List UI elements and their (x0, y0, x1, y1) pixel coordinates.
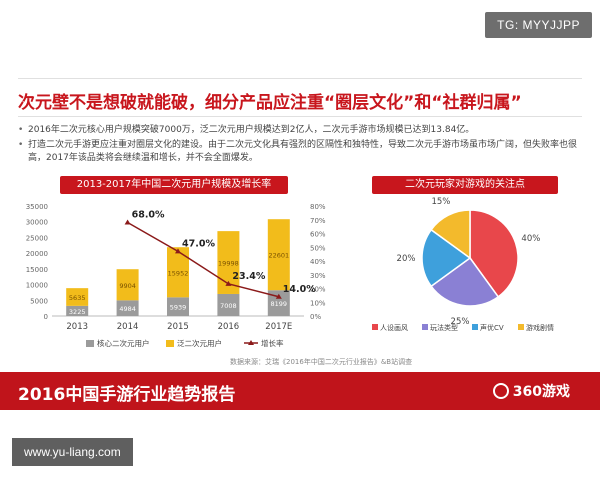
growth-marker (225, 280, 232, 286)
growth-marker (175, 248, 181, 254)
bar-pan-label: 9904 (119, 282, 136, 290)
y2-tick-label: 30% (310, 272, 326, 280)
pie-chart-title: 二次元玩家对游戏的关注点 (372, 176, 558, 194)
brand-icon (492, 383, 509, 399)
bar-core (167, 297, 189, 316)
bullet-item: 打造二次元手游更应注重对圈层文化的建设。由于二次元文化具有强烈的区隔性和独特性，… (18, 139, 584, 165)
y2-tick-label: 10% (310, 299, 326, 307)
bar-core-label: 3225 (69, 308, 86, 316)
x-tick-label: 2015 (167, 322, 189, 332)
pie-legend-label: 玩法类型 (430, 323, 458, 332)
footer-title: 2016中国手游行业趋势报告 (18, 385, 236, 405)
pie-legend-swatch (372, 324, 378, 330)
x-tick-label: 2016 (218, 322, 240, 332)
y-tick-label: 0 (44, 313, 48, 321)
pie-legend-label: 声优CV (480, 323, 504, 332)
bar-core-label: 7008 (220, 302, 237, 310)
pie-legend-swatch (472, 324, 478, 330)
pie-label: 20% (397, 254, 416, 264)
bar-core (116, 300, 139, 316)
bar-pan (116, 269, 139, 301)
y-tick-label: 10000 (26, 282, 48, 290)
title-underline (18, 116, 582, 117)
growth-marker (275, 293, 282, 299)
legend-marker-rate (248, 340, 254, 345)
title-rule (18, 78, 582, 79)
bullet-item: 2016年二次元核心用户规模突破7000万，泛二次元用户规模达到2亿人，二次元手… (18, 124, 584, 137)
legend-swatch-core (86, 340, 94, 347)
bar-pan-label: 22601 (268, 252, 289, 260)
watermark-bottom: www.yu-liang.com (12, 438, 133, 466)
y2-tick-label: 60% (310, 231, 326, 239)
pie-legend-label: 人设画风 (380, 323, 408, 332)
y2-tick-label: 80% (310, 203, 326, 211)
y-tick-label: 30000 (26, 219, 48, 227)
bar-chart-title: 2013-2017年中国二次元用户规模及增长率 (60, 176, 288, 194)
pie-label: 25% (451, 317, 470, 327)
pie-legend-swatch (422, 324, 428, 330)
y-tick-label: 20000 (26, 250, 48, 258)
pie-label: 15% (431, 197, 450, 207)
bar-core-label: 8199 (271, 300, 288, 308)
bullet-list: 2016年二次元核心用户规模突破7000万，泛二次元用户规模达到2亿人，二次元手… (18, 124, 584, 167)
bar-core (217, 293, 240, 316)
y-tick-label: 35000 (26, 203, 48, 211)
bar-core-label: 4984 (119, 305, 136, 313)
watermark-top: TG: MYYJJPP (485, 12, 592, 38)
pie-slice (430, 256, 500, 307)
bar-pan-label: 5635 (69, 294, 86, 302)
pie-slice (421, 228, 472, 288)
bar-pan-label: 19998 (218, 260, 239, 268)
slide-title: 次元壁不是想破就能破，细分产品应注重“圈层文化”和“社群归属” (18, 93, 522, 113)
growth-marker (124, 219, 131, 225)
bar-pan (167, 247, 189, 298)
pie-slice (430, 209, 471, 260)
growth-label: 14.0% (283, 284, 316, 295)
x-tick-label: 2014 (117, 322, 139, 332)
growth-label: 47.0% (182, 238, 215, 249)
y2-tick-label: 70% (310, 217, 326, 225)
bar-pan-label: 15952 (168, 269, 189, 277)
brand-logo: 360游戏 (492, 381, 570, 401)
legend-label-rate: 增长率 (261, 338, 284, 348)
pie-slice (469, 209, 519, 298)
bar-core (66, 305, 89, 316)
bar-pan (217, 231, 240, 294)
bar-core (267, 290, 290, 316)
y-tick-label: 25000 (26, 234, 48, 242)
y2-tick-label: 0% (310, 313, 321, 321)
pie-label: 40% (521, 234, 540, 244)
bar-pan (267, 219, 290, 291)
pie-chart: 40% 25% 20% 15% 人设画风 玩法类型 声优CV 游戏剧情 (372, 197, 554, 332)
source-note: 数据来源：艾瑞《2016年中国二次元行业报告》&B站调查 (230, 358, 413, 366)
pie-legend-swatch (518, 324, 524, 330)
y-tick-label: 5000 (30, 297, 48, 305)
y-tick-label: 15000 (26, 266, 48, 274)
bar-core-label: 5939 (170, 304, 187, 312)
legend-swatch-pan (166, 340, 174, 347)
legend-label-pan: 泛二次元用户 (177, 338, 222, 348)
growth-label: 23.4% (232, 271, 265, 282)
brand-name: 360游戏 (512, 384, 570, 400)
growth-line (127, 221, 279, 298)
bar-chart: 0 5000 10000 15000 20000 25000 30000 35000 0% 10%… (26, 203, 326, 348)
x-tick-label: 2017E (265, 322, 292, 332)
x-tick-label: 2013 (66, 322, 88, 332)
y2-tick-label: 40% (310, 258, 326, 266)
pie-legend-label: 游戏剧情 (526, 323, 554, 332)
bar-pan (66, 288, 89, 306)
y2-tick-label: 20% (310, 286, 326, 294)
y2-tick-label: 50% (310, 244, 326, 252)
legend-label-core: 核心二次元用户 (97, 338, 150, 348)
growth-label: 68.0% (132, 210, 165, 221)
